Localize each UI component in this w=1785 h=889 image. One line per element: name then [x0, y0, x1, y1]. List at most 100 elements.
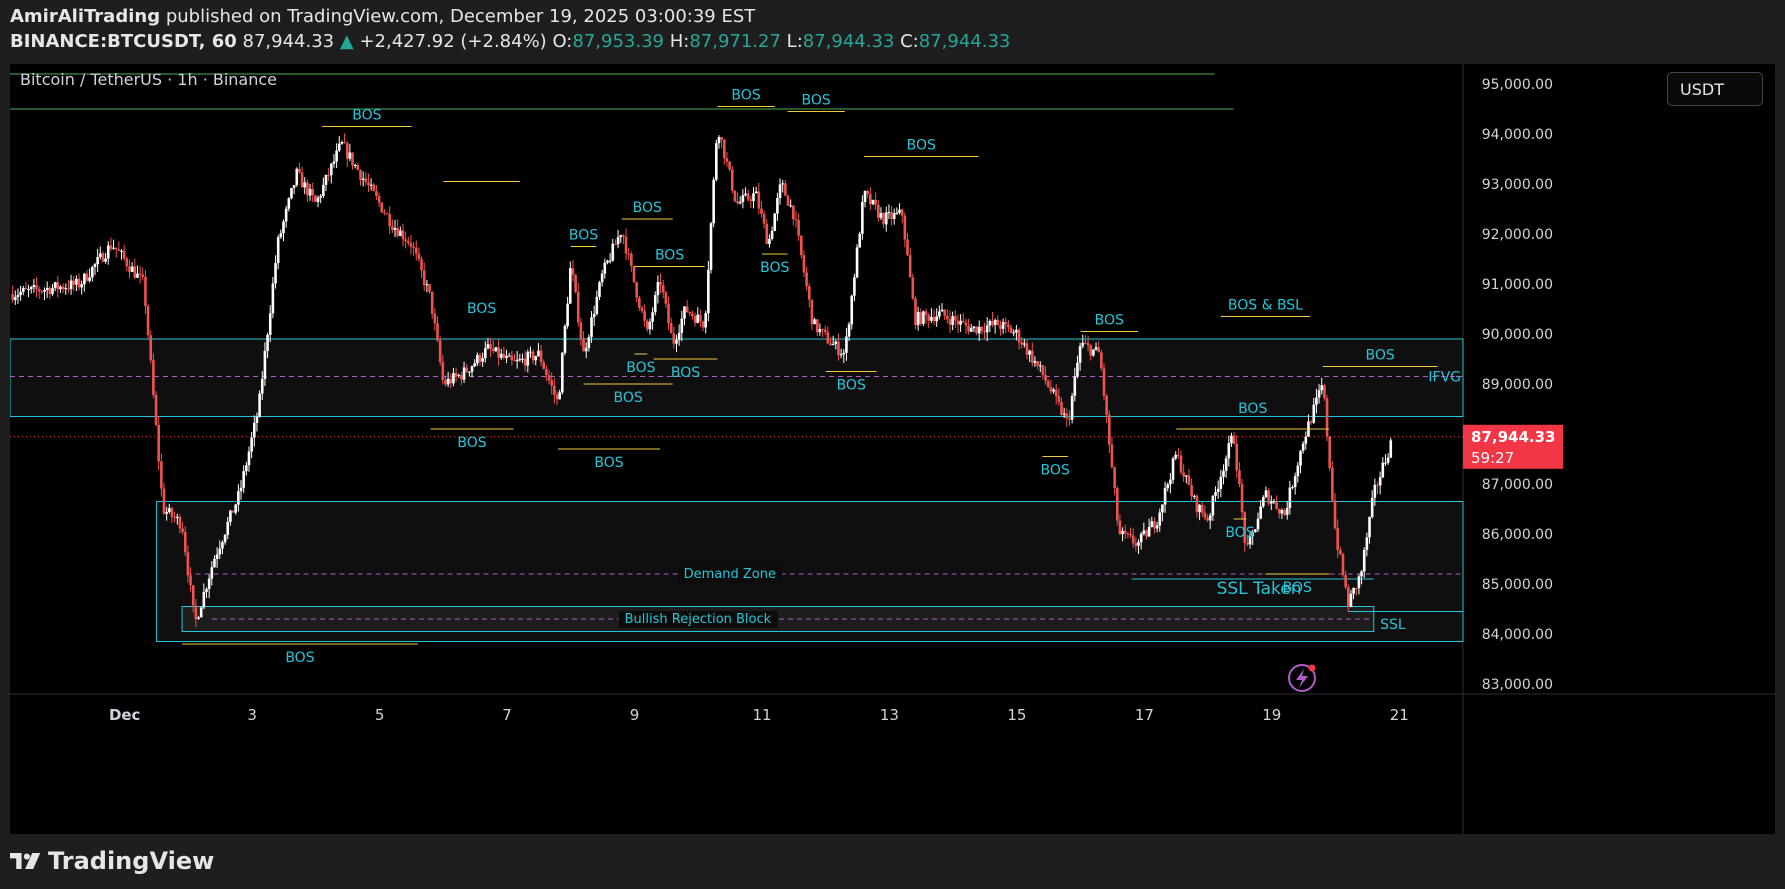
candle-up	[19, 291, 22, 296]
candle-up	[215, 554, 219, 559]
candle-up	[1033, 361, 1037, 363]
candle-up	[855, 247, 859, 278]
alert-lightning-icon[interactable]	[1288, 664, 1316, 692]
candle-up	[584, 347, 588, 352]
candle-up	[1349, 593, 1353, 608]
author-name[interactable]: AmirAliTrading	[10, 6, 161, 27]
candle-up	[1357, 576, 1361, 589]
candle-down	[314, 195, 317, 202]
time-tick-label: 19	[1262, 706, 1281, 724]
candle-up	[847, 324, 851, 337]
candle-up	[930, 316, 933, 321]
candle-down	[1243, 512, 1247, 543]
candle-down	[531, 351, 535, 361]
candle-up	[263, 350, 267, 379]
candle-up	[1092, 349, 1095, 356]
chart-panel[interactable]: Demand Zone Bullish Rejection Block IFVG SS…	[10, 64, 1775, 834]
bar-countdown: 59:27	[1471, 449, 1514, 467]
candle-down	[1084, 342, 1087, 344]
candle-down	[661, 285, 665, 293]
candle-up	[781, 183, 785, 185]
candle-down	[749, 199, 753, 202]
price-chart[interactable]: Demand Zone Bullish Rejection Block IFVG SS…	[10, 64, 1775, 834]
candle-down	[632, 265, 636, 283]
candle-down	[640, 307, 644, 312]
candle-down	[1277, 508, 1281, 514]
candle-down	[571, 268, 575, 275]
candle-down	[133, 266, 137, 278]
candle-down	[574, 274, 577, 292]
candle-up	[234, 504, 238, 513]
candle-down	[1057, 396, 1061, 402]
candle-down	[385, 213, 389, 215]
candle-up	[1373, 484, 1377, 498]
candle-down	[170, 508, 174, 517]
time-tick-label: 13	[880, 706, 899, 724]
candle-down	[1200, 504, 1204, 513]
price-tick-label: 83,000.00	[1482, 677, 1553, 693]
candle-up	[1368, 517, 1371, 538]
candle-up	[592, 314, 596, 318]
candle-down	[802, 255, 806, 273]
candle-up	[566, 303, 569, 327]
candle-up	[813, 319, 816, 325]
publish-info: published on TradingView.com, December 1…	[165, 6, 756, 27]
candle-up	[226, 521, 230, 535]
candle-down	[797, 220, 800, 236]
candle-up	[1171, 458, 1175, 480]
bos-label: BOS	[352, 108, 381, 124]
candle-up	[337, 143, 341, 151]
candle-down	[117, 249, 121, 251]
candle-down	[491, 348, 495, 352]
candle-down	[428, 284, 431, 292]
candle-down	[72, 280, 76, 285]
candle-up	[1254, 529, 1257, 533]
candle-up	[600, 273, 604, 283]
candle-down	[154, 394, 158, 425]
candle-down	[1376, 484, 1379, 486]
candle-down	[356, 164, 360, 171]
candle-down	[643, 311, 646, 321]
candle-up	[1384, 462, 1387, 464]
candle-down	[24, 287, 28, 290]
candle-down	[35, 285, 38, 290]
candle-up	[1081, 342, 1085, 347]
candle-up	[1365, 537, 1369, 550]
candle-up	[303, 182, 307, 188]
candle-down	[380, 202, 384, 213]
bos-label: BOS	[1225, 525, 1254, 541]
candle-down	[874, 199, 877, 205]
candle-up	[1256, 518, 1260, 530]
candle-up	[879, 213, 883, 218]
candle-down	[1123, 530, 1127, 534]
candle-up	[707, 269, 710, 314]
candle-up	[853, 277, 856, 296]
candle-up	[568, 268, 572, 304]
candle-up	[768, 238, 771, 245]
currency-button[interactable]: USDT	[1667, 72, 1763, 106]
candle-up	[486, 344, 490, 349]
candle-down	[1153, 521, 1156, 529]
candle-down	[367, 182, 370, 186]
candle-up	[831, 343, 835, 346]
candle-up	[1381, 462, 1385, 478]
candle-up	[1264, 490, 1268, 497]
candle-up	[1259, 506, 1262, 519]
candle-up	[1211, 495, 1215, 516]
candle-up	[329, 163, 333, 176]
candle-up	[1070, 395, 1074, 420]
candle-down	[128, 266, 131, 272]
candle-down	[932, 316, 936, 322]
candle-up	[136, 273, 139, 278]
candle-down	[762, 213, 766, 224]
candle-up	[606, 260, 609, 263]
candle-up	[268, 313, 272, 335]
candle-up	[452, 373, 455, 384]
candle-up	[29, 286, 33, 289]
candle-up	[168, 508, 171, 512]
bos-label: BOS	[802, 93, 831, 109]
candle-down	[183, 532, 187, 553]
candle-down	[1283, 510, 1286, 515]
candle-down	[109, 245, 113, 249]
candle-up	[744, 193, 747, 196]
